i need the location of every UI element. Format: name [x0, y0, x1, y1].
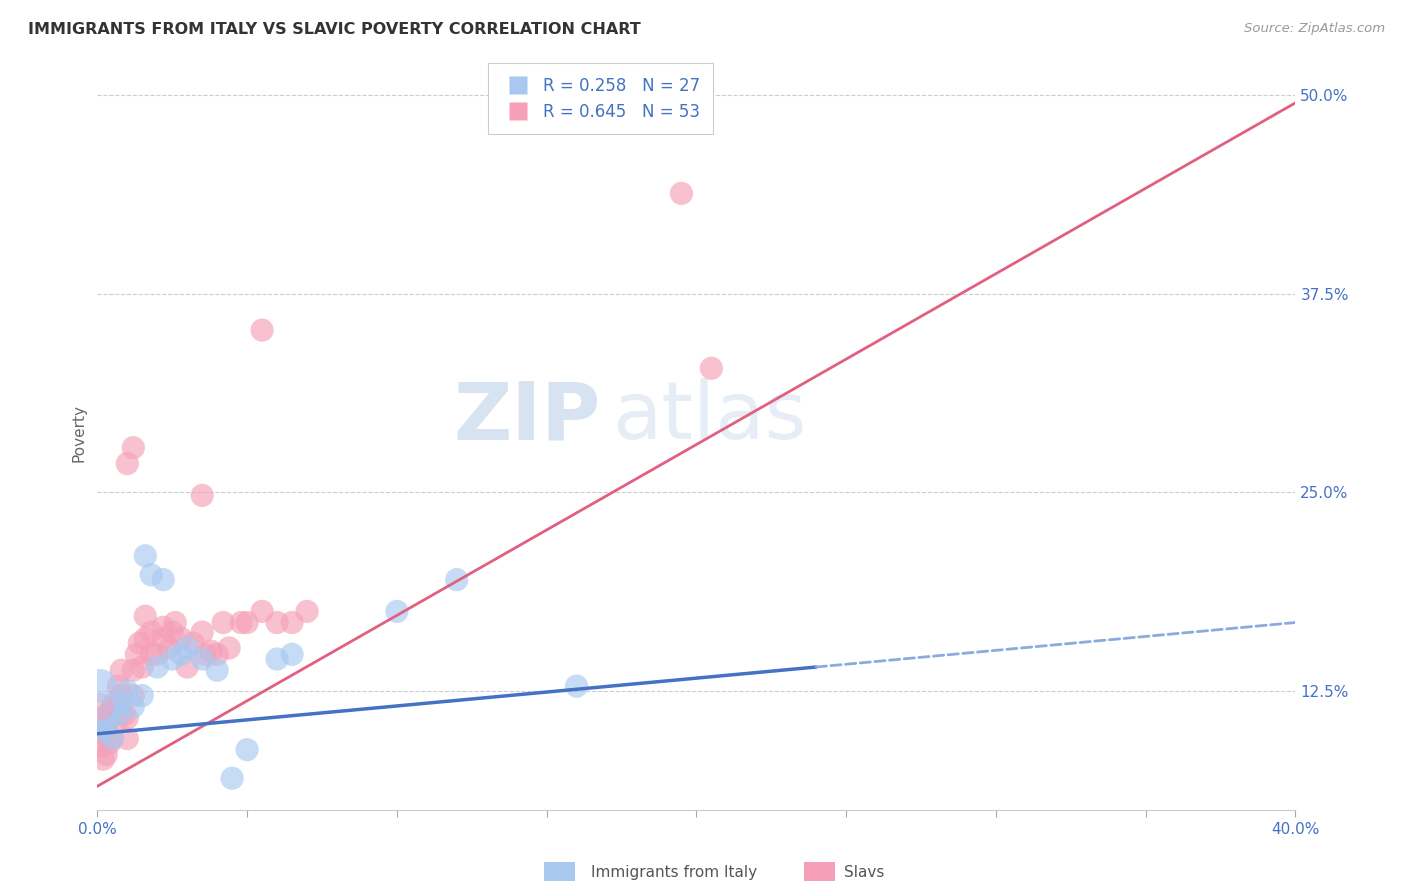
Point: [152, 620, 174, 634]
Point: [134, 632, 156, 646]
Point: [281, 615, 304, 630]
Point: [131, 660, 153, 674]
Point: [89, 711, 111, 725]
Point: [125, 648, 148, 662]
Point: [281, 648, 304, 662]
Text: IMMIGRANTS FROM ITALY VS SLAVIC POVERTY CORRELATION CHART: IMMIGRANTS FROM ITALY VS SLAVIC POVERTY …: [28, 22, 641, 37]
Point: [160, 652, 183, 666]
Point: [170, 632, 193, 646]
Point: [98, 711, 121, 725]
Point: [181, 636, 204, 650]
Point: [117, 457, 139, 471]
Legend: R = 0.258   N = 27, R = 0.645   N = 53: R = 0.258 N = 27, R = 0.645 N = 53: [488, 63, 713, 135]
Point: [128, 636, 150, 650]
Point: [176, 640, 198, 655]
Point: [229, 615, 252, 630]
Point: [176, 660, 198, 674]
Point: [191, 488, 214, 502]
Text: Immigrants from Italy: Immigrants from Italy: [591, 865, 756, 880]
Point: [191, 652, 214, 666]
Point: [160, 625, 183, 640]
Point: [89, 679, 111, 693]
Point: [96, 715, 118, 730]
Point: [141, 648, 163, 662]
Point: [107, 707, 129, 722]
Point: [700, 361, 723, 376]
Point: [250, 323, 273, 337]
Point: [221, 771, 243, 785]
Point: [104, 715, 127, 730]
Point: [93, 727, 115, 741]
Point: [107, 679, 129, 693]
Text: Source: ZipAtlas.com: Source: ZipAtlas.com: [1244, 22, 1385, 36]
Point: [141, 625, 163, 640]
Point: [236, 615, 259, 630]
Point: [122, 663, 145, 677]
Point: [93, 723, 115, 738]
Point: [101, 699, 124, 714]
Point: [266, 652, 288, 666]
Point: [93, 752, 115, 766]
Point: [110, 663, 132, 677]
Point: [110, 689, 132, 703]
Text: atlas: atlas: [613, 378, 807, 457]
Point: [122, 689, 145, 703]
Point: [266, 615, 288, 630]
Point: [146, 660, 169, 674]
Point: [98, 736, 121, 750]
Point: [152, 632, 174, 646]
Point: [218, 640, 240, 655]
Point: [96, 720, 118, 734]
Point: [565, 679, 588, 693]
Point: [122, 441, 145, 455]
Point: [170, 648, 193, 662]
Point: [295, 604, 318, 618]
Point: [101, 731, 124, 746]
Point: [131, 689, 153, 703]
Point: [157, 640, 180, 655]
Point: [98, 705, 121, 719]
Point: [101, 731, 124, 746]
Point: [250, 604, 273, 618]
Point: [152, 573, 174, 587]
Point: [134, 549, 156, 563]
Point: [165, 615, 187, 630]
Point: [671, 186, 693, 201]
Point: [117, 684, 139, 698]
Text: Slavs: Slavs: [844, 865, 884, 880]
Point: [117, 711, 139, 725]
Point: [117, 731, 139, 746]
Point: [194, 648, 217, 662]
Point: [200, 644, 222, 658]
Point: [146, 648, 169, 662]
Point: [112, 707, 135, 722]
Point: [104, 699, 127, 714]
Point: [134, 609, 156, 624]
Y-axis label: Poverty: Poverty: [72, 403, 86, 461]
Point: [89, 699, 111, 714]
Point: [236, 742, 259, 756]
Point: [191, 625, 214, 640]
Point: [104, 695, 127, 709]
Point: [122, 699, 145, 714]
Point: [212, 615, 235, 630]
Point: [96, 747, 118, 762]
Point: [385, 604, 408, 618]
Point: [205, 663, 228, 677]
Point: [446, 573, 468, 587]
Point: [141, 567, 163, 582]
Point: [110, 695, 132, 709]
Point: [205, 648, 228, 662]
Point: [89, 739, 111, 754]
Text: ZIP: ZIP: [453, 378, 600, 457]
